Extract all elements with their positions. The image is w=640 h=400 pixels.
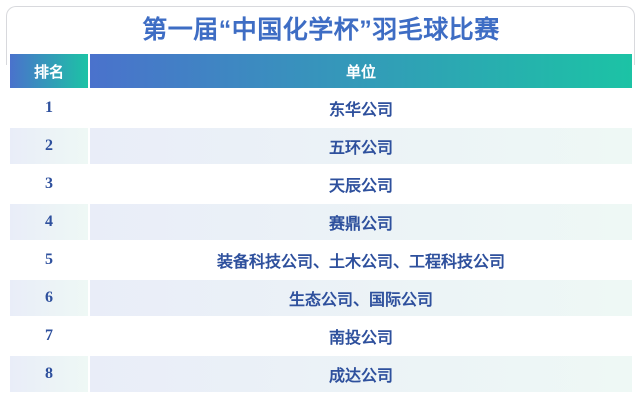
unit-cell: 五环公司	[90, 128, 632, 164]
rank-cell: 7	[10, 318, 88, 354]
unit-cell: 东华公司	[90, 90, 632, 126]
unit-cell: 天辰公司	[90, 166, 632, 202]
unit-cell: 南投公司	[90, 318, 632, 354]
unit-cell: 生态公司、国际公司	[90, 280, 632, 316]
rank-cell: 4	[10, 204, 88, 240]
rank-cell: 2	[10, 128, 88, 164]
ranking-card: 第一届“中国化学杯”羽毛球比赛 排名 单位 1 东华公司 2 五环公司 3 天辰…	[8, 8, 634, 394]
table-row: 4 赛鼎公司	[10, 204, 632, 240]
unit-cell: 装备科技公司、土木公司、工程科技公司	[90, 242, 632, 278]
table-row: 7 南投公司	[10, 318, 632, 354]
table-row: 3 天辰公司	[10, 166, 632, 202]
rank-cell: 6	[10, 280, 88, 316]
rank-cell: 3	[10, 166, 88, 202]
rank-cell: 8	[10, 356, 88, 392]
unit-cell: 赛鼎公司	[90, 204, 632, 240]
rank-cell: 1	[10, 90, 88, 126]
column-header-rank: 排名	[10, 54, 88, 88]
rank-cell: 5	[10, 242, 88, 278]
page-title: 第一届“中国化学杯”羽毛球比赛	[142, 16, 500, 44]
table-header-row: 排名 单位	[10, 54, 632, 88]
table-row: 8 成达公司	[10, 356, 632, 392]
ranking-table: 排名 单位 1 东华公司 2 五环公司 3 天辰公司 4 赛鼎公司 5	[8, 52, 634, 394]
table-row: 6 生态公司、国际公司	[10, 280, 632, 316]
table-row: 1 东华公司	[10, 90, 632, 126]
column-header-unit: 单位	[90, 54, 632, 88]
table-row: 2 五环公司	[10, 128, 632, 164]
table-row: 5 装备科技公司、土木公司、工程科技公司	[10, 242, 632, 278]
unit-cell: 成达公司	[90, 356, 632, 392]
